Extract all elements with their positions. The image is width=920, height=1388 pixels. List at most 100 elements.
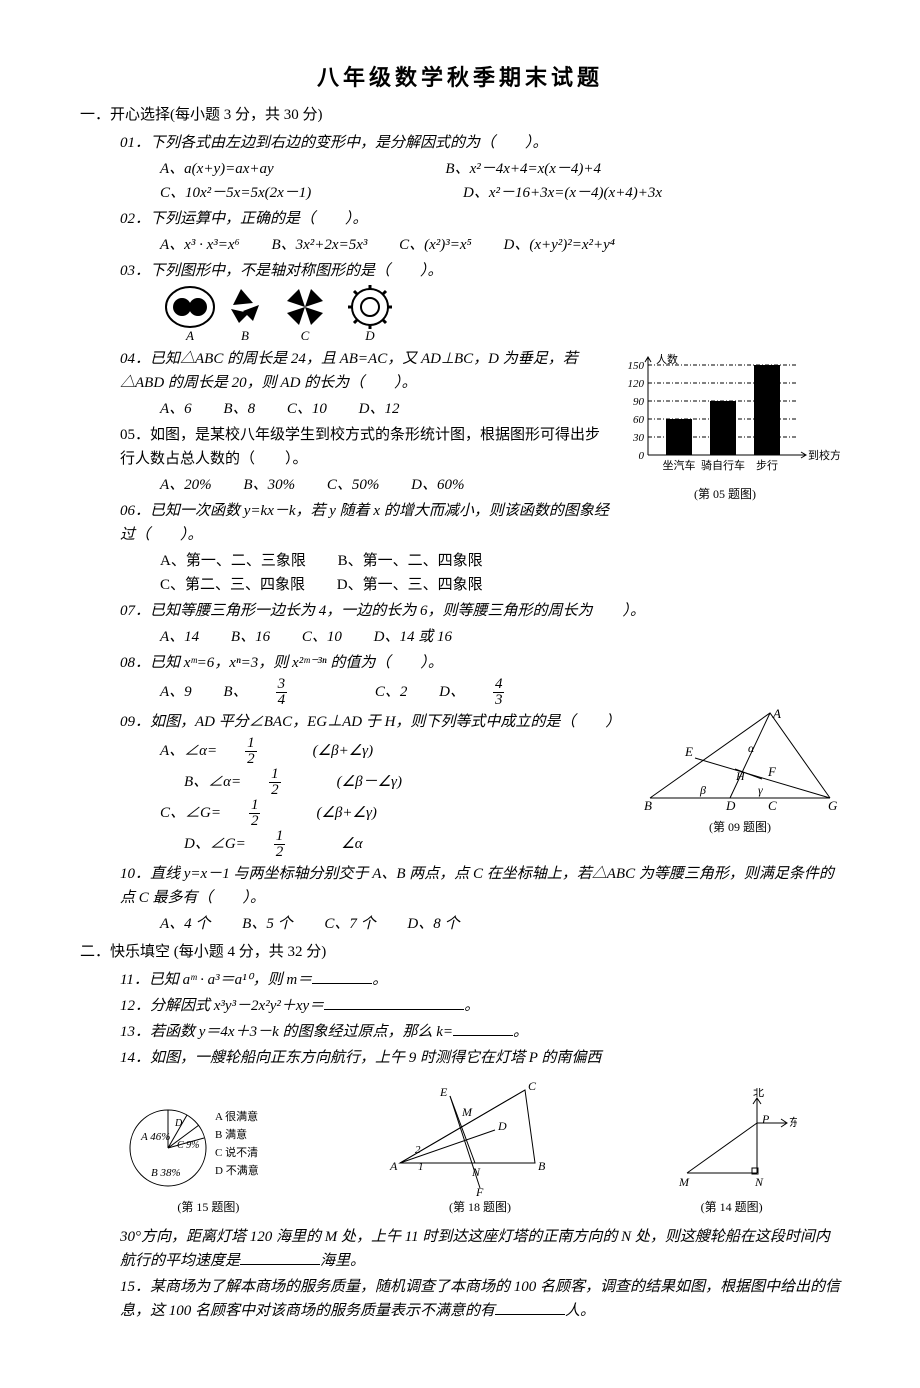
q02-options: A、x³ · x³=x⁶ B、3x²+2x=5x³ C、(x²)³=x⁵ D、(… [160,233,840,257]
svg-text:坐汽车: 坐汽车 [663,458,696,472]
q06-opt-b: B、第一、二、四象限 [338,549,483,573]
fig09-caption: (第 09 题图) [640,818,840,837]
q10-opt-b: B、5 个 [242,912,292,936]
fig15: A 46% B 38% C 9% D A 很满意 B 满意 C 说不清 D 不满… [123,1098,293,1217]
svg-text:N: N [471,1165,481,1179]
q02-opt-d: D、(x+y²)²=x²+y⁴ [504,233,616,257]
q02-opt-c: C、(x²)³=x⁵ [399,233,472,257]
fig18-caption: (第 18 题图) [380,1198,580,1217]
q01-stem: 01．下列各式由左边到右边的变形中，是分解因式的为（ ）。 [120,131,840,155]
fig14-caption: (第 14 题图) [667,1198,797,1217]
q06-opt-c: C、第二、三、四象限 [160,573,305,597]
q01-opt-c: C、10x²－5x=5x(2x－1) [160,181,311,205]
svg-text:B: B [644,798,652,813]
q05-stem: 05．如图，是某校八年级学生到校方式的条形统计图，根据图形可得出步行人数占总人数… [120,423,610,471]
q08-d-pre: D、 [439,680,465,704]
q10-opt-a: A、4 个 [160,912,210,936]
svg-text:骑自行车: 骑自行车 [701,458,745,472]
q14: 14．如图，一艘轮船向正东方向航行，上午 9 时测得它在灯塔 P 的南偏西 [120,1046,840,1070]
q03-label-a: A [185,328,194,343]
q07-stem: 07．已知等腰三角形一边长为 4，一边的长为 6，则等腰三角形的周长为 ）。 [120,599,840,623]
q04-opt-d: D、12 [359,397,400,421]
svg-text:M: M [678,1175,690,1189]
q09-a-pre: A、∠α= [160,739,217,763]
q01-opt-d: D、x²－16+3x=(x－4)(x+4)+3x [463,181,662,205]
fig09-svg: A B D C G E F H α β γ [640,708,840,818]
svg-text:C 说不清: C 说不清 [215,1145,258,1159]
q02-opt-b: B、3x²+2x=5x³ [271,233,367,257]
q09-b-pre: B、∠α= [184,770,241,794]
q07-opt-b: B、16 [231,625,270,649]
q13-text: 13．若函数 y＝4x＋3－k 的图象经过原点，那么 k= [120,1024,453,1040]
q15: 15．某商场为了解本商场的服务质量，随机调查了本商场的 100 名顾客，调查的结… [120,1275,840,1323]
svg-text:E: E [439,1085,448,1099]
q09-options: A、∠α=12(∠β+∠γ) B、∠α=12(∠β－∠γ) C、∠G=12(∠β… [160,736,640,860]
q09-opt-d: D、∠G=12∠α [184,829,391,860]
q09-d-post: ∠α [341,832,362,856]
q08-opt-d: D、43 [439,677,560,708]
q06-opt-d: D、第一、三、四象限 [337,573,483,597]
chart05-caption: (第 05 题图) [610,485,840,504]
svg-text:B: B [538,1159,546,1173]
q09-opt-a: A、∠α=12(∠β+∠γ) [160,736,401,767]
q15b-text: 人。 [565,1303,595,1319]
svg-text:D: D [497,1119,507,1133]
q09-a-post: (∠β+∠γ) [313,739,373,763]
q08-opt-c: C、2 [375,680,408,704]
fig09: A B D C G E F H α β γ (第 09 题图) [640,708,840,837]
q10-stem: 10．直线 y=x－1 与两坐标轴分别交于 A、B 两点，点 C 在坐标轴上，若… [120,862,840,910]
svg-text:B 38%: B 38% [151,1167,181,1179]
q06-stem: 06．已知一次函数 y=kx－k，若 y 随着 x 的增大而减小，则该函数的图象… [120,499,610,547]
q05-opt-d: D、60% [411,473,464,497]
q09-c-pre: C、∠G= [160,801,221,825]
q08-opt-a: A、9 [160,680,192,704]
svg-text:E: E [684,744,693,759]
q09-b-post: (∠β－∠γ) [337,770,402,794]
svg-text:60: 60 [633,414,645,426]
svg-text:90: 90 [633,396,645,408]
q03-shapes: A B C D [160,285,420,345]
q02-opt-a: A、x³ · x³=x⁶ [160,233,240,257]
q05-opt-a: A、20% [160,473,212,497]
q14b: 30°方向，距离灯塔 120 海里的 M 处，上午 11 时到达这座灯塔的正南方… [120,1225,840,1273]
q01-text: 01．下列各式由左边到右边的变形中，是分解因式的为（ ）。 [120,135,548,151]
q03-figures: A B C D [160,285,840,345]
svg-text:到校方式: 到校方式 [808,448,840,462]
q08-b-pre: B、 [223,680,247,704]
q03-label-d: D [364,328,375,343]
q09-c-post: (∠β+∠γ) [316,801,376,825]
q08-opt-b: B、34 [223,677,343,708]
q09-opt-c: C、∠G=12(∠β+∠γ) [160,798,405,829]
q10-opt-c: C、7 个 [324,912,375,936]
svg-text:H: H [735,769,746,783]
section-1-heading: 一．开心选择(每小题 3 分，共 30 分) [80,103,840,127]
q09-stem: 09．如图，AD 平分∠BAC，EG⊥AD 于 H，则下列等式中成立的是（ ） [120,710,640,734]
fig18: A B C D E F M N 1 2 (第 18 题图) [380,1078,580,1217]
figure-row: A 46% B 38% C 9% D A 很满意 B 满意 C 说不清 D 不满… [80,1078,840,1217]
svg-text:150: 150 [628,360,645,372]
q04-opt-a: A、6 [160,397,192,421]
q04-opt-c: C、10 [287,397,327,421]
svg-text:D 不满意: D 不满意 [215,1163,259,1177]
fig14: 北 东 P M N (第 14 题图) [667,1088,797,1217]
page-title: 八年级数学秋季期末试题 [80,60,840,95]
fig15-caption: (第 15 题图) [123,1198,293,1217]
svg-text:北: 北 [753,1088,764,1099]
chart05-svg: 3060901201500坐汽车骑自行车步行人数到校方式 [610,345,840,485]
svg-text:30: 30 [632,432,645,444]
q05-opt-c: C、50% [327,473,380,497]
svg-text:N: N [754,1175,764,1189]
q10-opt-d: D、8 个 [407,912,459,936]
q07-opt-a: A、14 [160,625,199,649]
q09-d-pre: D、∠G= [184,832,246,856]
svg-text:G: G [828,798,838,813]
svg-text:A: A [389,1159,398,1173]
q05-opt-b: B、30% [243,473,295,497]
svg-text:C: C [768,798,777,813]
q03-label-c: C [301,328,310,343]
q07-opt-d: D、14 或 16 [374,625,452,649]
svg-text:β: β [699,783,706,797]
svg-text:γ: γ [758,783,763,797]
svg-text:2: 2 [415,1144,421,1156]
svg-text:A: A [772,708,781,721]
